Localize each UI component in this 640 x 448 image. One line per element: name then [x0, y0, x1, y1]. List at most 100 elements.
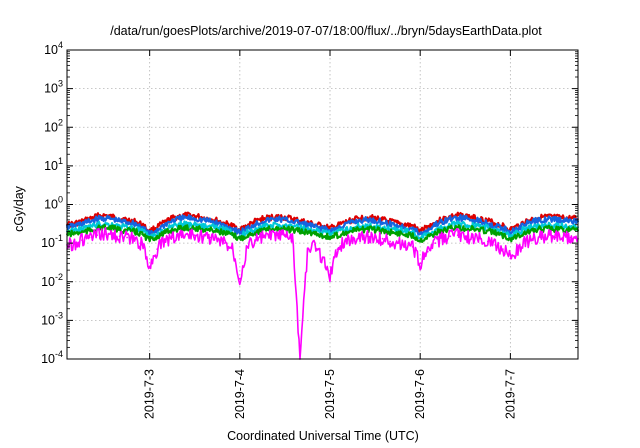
data-point: [441, 229, 444, 232]
data-point: [471, 236, 474, 239]
data-point: [344, 229, 346, 231]
data-point: [81, 222, 83, 225]
data-point: [148, 233, 151, 236]
data-point: [231, 225, 234, 227]
data-point: [502, 248, 504, 251]
data-point: [156, 248, 159, 251]
data-point: [374, 229, 376, 231]
data-point: [479, 229, 482, 231]
data-point: [554, 236, 557, 239]
data-point: [532, 237, 534, 240]
data-point: [381, 229, 384, 232]
data-point: [254, 228, 256, 231]
data-point: [494, 225, 497, 227]
data-point: [419, 233, 422, 236]
data-point: [111, 227, 113, 230]
series-line-4: [66, 223, 580, 243]
data-point: [404, 226, 407, 229]
data-point: [456, 217, 459, 219]
data-point: [336, 248, 339, 251]
data-point: [284, 219, 286, 221]
x-tick-label: 2019-7-6: [413, 369, 427, 419]
data-point: [96, 234, 98, 237]
data-point: [201, 219, 204, 221]
data-point: [193, 227, 196, 230]
data-point: [291, 218, 294, 221]
data-point: [366, 235, 369, 238]
x-tick-label: 2019-7-3: [143, 369, 157, 419]
data-point: [539, 236, 542, 239]
data-point: [502, 234, 504, 237]
data-point: [517, 227, 519, 230]
data-point: [509, 231, 512, 234]
data-point: [426, 235, 429, 238]
data-point: [269, 235, 271, 238]
data-point: [133, 239, 136, 242]
data-point: [359, 235, 361, 238]
data-point: [509, 235, 512, 238]
data-point: [299, 230, 301, 233]
data-point: [336, 225, 339, 227]
data-point: [96, 218, 98, 221]
data-point: [434, 229, 437, 231]
data-point: [336, 227, 339, 230]
data-point: [261, 226, 264, 229]
data-point: [524, 231, 527, 234]
data-point: [381, 221, 384, 224]
data-point: [163, 232, 166, 235]
data-point: [434, 232, 437, 235]
y-tick-labels: 10-4 10-3 10-2 10-1 100 101 102 103 104: [41, 40, 63, 366]
data-point: [186, 214, 189, 217]
data-point: [193, 217, 196, 220]
data-point: [148, 265, 151, 268]
data-point: [411, 234, 414, 237]
data-point: [238, 277, 241, 280]
data-point: [208, 229, 211, 231]
data-point: [524, 240, 527, 243]
data-point: [569, 229, 572, 231]
data-point: [81, 239, 83, 242]
data-point: [208, 236, 211, 239]
data-point: [254, 239, 256, 242]
data-point: [193, 223, 196, 226]
y-tick-label: 100: [44, 195, 63, 212]
data-point: [306, 228, 309, 231]
data-point: [261, 218, 264, 221]
data-point: [284, 228, 286, 231]
data-point: [562, 217, 564, 220]
data-point: [126, 236, 128, 239]
data-point: [554, 228, 557, 231]
data-point: [547, 235, 549, 238]
data-point: [238, 231, 241, 234]
data-point: [141, 226, 144, 229]
y-tick-label: 101: [44, 156, 63, 173]
y-tick-label: 10-1: [41, 233, 63, 250]
data-point: [464, 227, 467, 230]
data-point: [276, 227, 279, 230]
data-point: [351, 237, 354, 240]
data-point: [133, 222, 136, 225]
data-point: [456, 234, 459, 237]
data-point: [178, 234, 181, 237]
data-point: [374, 217, 376, 220]
data-point: [223, 232, 226, 235]
data-point: [216, 239, 219, 242]
data-point: [471, 219, 474, 221]
data-point: [201, 216, 204, 219]
data-point: [509, 237, 512, 240]
data-point: [126, 219, 128, 221]
data-point: [479, 237, 482, 240]
data-point: [321, 257, 324, 260]
data-point: [276, 218, 279, 221]
data-point: [389, 223, 391, 226]
data-point: [471, 228, 474, 231]
data-point: [111, 215, 113, 218]
data-point: [314, 226, 316, 229]
data-point: [171, 219, 174, 222]
x-tick-label: 2019-7-4: [233, 369, 247, 419]
data-point: [351, 229, 354, 232]
data-point: [554, 219, 557, 221]
data-point: [374, 236, 376, 239]
x-tick-label: 2019-7-7: [503, 369, 517, 419]
data-point: [314, 244, 316, 246]
